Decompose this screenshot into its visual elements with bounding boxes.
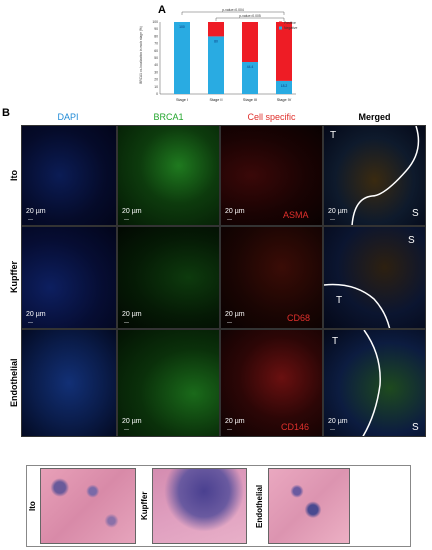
he-image-endothelial (268, 468, 350, 544)
stroma-label: S (408, 235, 415, 246)
scale-bar-tick: — (330, 427, 335, 433)
scale-bar-tick: — (124, 320, 129, 326)
data-label: 80 (214, 39, 218, 43)
row-label-kupffer: Kupffer (9, 261, 19, 294)
tumor-border-line (324, 283, 391, 328)
tumor-label: T (330, 130, 337, 141)
tumor-border-line (351, 126, 420, 225)
legend-swatch (279, 26, 282, 30)
marker-label-asma: ASMA (283, 210, 309, 220)
y-tick-label: 90 (154, 27, 158, 31)
scale-bar-label: 20 µm (26, 311, 46, 318)
row-label-ito: Ito (9, 170, 19, 181)
legend-entry: Negative (284, 26, 297, 30)
p-value-label: p-value=0.005 (239, 14, 261, 18)
tumor-border-line (362, 330, 381, 436)
scale-bar-label: 20 µm (225, 208, 245, 215)
y-tick-label: 100 (152, 20, 158, 24)
y-tick-label: 50 (154, 56, 158, 60)
he-label-endothelial: Endothelial (255, 484, 264, 528)
stroma-label: S (412, 422, 419, 433)
marker-label-cd68: CD68 (287, 313, 311, 323)
scale-bar-label: 20 µm (328, 208, 348, 215)
image-kupffer-merged: T S (323, 226, 426, 329)
y-tick-label: 70 (154, 42, 158, 46)
panel-b-letter: B (2, 107, 10, 119)
image-endothelial-cell-specific: CD146 20 µm — (220, 329, 323, 437)
scale-bar-tick: — (330, 217, 335, 223)
y-tick-label: 10 (154, 85, 158, 89)
image-ito-dapi: 20 µm — (21, 125, 117, 226)
scale-bar-tick: — (227, 320, 232, 326)
y-tick-label: 0 (156, 92, 158, 96)
y-axis-label: BRCA1 co-localization in each stage (%) (139, 26, 143, 83)
he-label-kupffer: Kupffer (140, 491, 149, 521)
y-tick-label: 30 (154, 70, 158, 74)
stacked-bar-chart: BRCA1 co-localization in each stage (%) … (139, 8, 297, 102)
row-label-endothelial: Endothelial (9, 358, 19, 408)
image-kupffer-dapi: 20 µm — (21, 226, 117, 329)
p-value-label: p-value=0.004 (222, 8, 244, 12)
image-endothelial-merged: T S 20 µm — (323, 329, 426, 437)
image-endothelial-brca1: 20 µm — (117, 329, 220, 437)
scale-bar-tick: — (227, 427, 232, 433)
bar-negative (276, 80, 292, 94)
image-ito-brca1: 20 µm — (117, 125, 220, 226)
col-header-cell-specific: Cell specific (247, 112, 296, 122)
bar-negative (174, 22, 190, 94)
data-label: 18.2 (281, 84, 288, 88)
scale-bar-tick: — (28, 320, 33, 326)
he-panel-frame (26, 465, 411, 547)
scale-bar-label: 20 µm (225, 311, 245, 318)
scale-bar-label: 20 µm (122, 208, 142, 215)
he-image-ito (40, 468, 136, 544)
image-kupffer-brca1: 20 µm — (117, 226, 220, 329)
y-tick-label: 40 (154, 63, 158, 67)
bar-negative (242, 62, 258, 94)
x-tick-label: Stage IV (277, 98, 292, 102)
image-ito-cell-specific: ASMA 20 µm — (220, 125, 323, 226)
y-tick-label: 80 (154, 34, 158, 38)
image-ito-merged: T S 20 µm — (323, 125, 426, 226)
x-tick-label: Stage III (243, 98, 257, 102)
scale-bar-label: 20 µm (328, 418, 348, 425)
y-tick-label: 20 (154, 78, 158, 82)
image-endothelial-dapi (21, 329, 117, 437)
scale-bar-label: 20 µm (122, 418, 142, 425)
legend-entry: Positive (284, 21, 296, 25)
legend-swatch (279, 21, 282, 25)
he-label-ito: Ito (28, 501, 37, 511)
stroma-label: S (412, 208, 419, 219)
data-label: 100 (179, 25, 185, 29)
scale-bar-tick: — (124, 217, 129, 223)
scale-bar-label: 20 µm (225, 418, 245, 425)
col-header-dapi: DAPI (57, 112, 79, 122)
x-tick-label: Stage I (176, 98, 188, 102)
panel-a-letter: A (158, 4, 166, 16)
scale-bar-label: 20 µm (26, 208, 46, 215)
tumor-label: T (332, 336, 339, 347)
he-image-kupffer (152, 468, 247, 544)
col-header-merged: Merged (358, 112, 391, 122)
scale-bar-tick: — (124, 427, 129, 433)
bar-negative (208, 36, 224, 94)
y-tick-label: 60 (154, 49, 158, 53)
scale-bar-label: 20 µm (122, 311, 142, 318)
marker-label-cd146: CD146 (281, 422, 310, 432)
bar-positive (276, 22, 292, 81)
bar-positive (242, 22, 258, 63)
image-kupffer-cell-specific: CD68 20 µm — (220, 226, 323, 329)
x-tick-label: Stage II (209, 98, 222, 102)
tumor-label: T (336, 295, 343, 306)
data-label: 44.4 (247, 65, 254, 69)
scale-bar-tick: — (28, 217, 33, 223)
scale-bar-tick: — (227, 217, 232, 223)
col-header-brca1: BRCA1 (153, 112, 184, 122)
bar-positive (208, 22, 224, 37)
